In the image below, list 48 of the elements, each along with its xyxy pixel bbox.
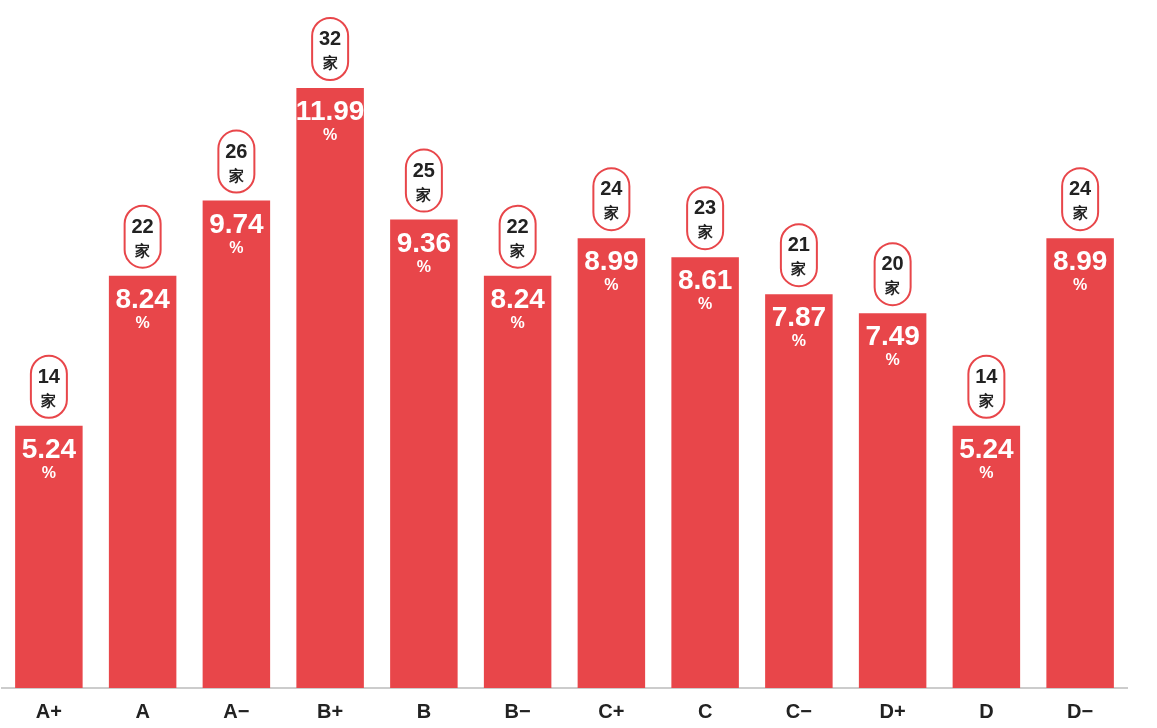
bar: [1046, 238, 1114, 688]
data-label: 9.74%: [209, 207, 265, 256]
annotation: 26家: [225, 139, 248, 184]
annotation: 32家: [319, 27, 342, 71]
annotation: 24家: [600, 177, 624, 222]
annotation: 14家: [975, 364, 999, 409]
annotation: 21家: [787, 233, 810, 278]
data-label: 8.61%: [677, 264, 733, 313]
x-tick-label: D: [979, 699, 994, 722]
x-tick-label: B−: [504, 699, 531, 722]
x-tick-label: D−: [1067, 699, 1094, 722]
bar: [390, 219, 458, 688]
bar: [108, 275, 177, 688]
annotation: 24家: [1069, 177, 1093, 222]
data-label: 8.24%: [115, 282, 171, 331]
bar: [483, 275, 552, 688]
data-label: 5.24%: [959, 432, 1015, 481]
annotation: 22家: [506, 214, 529, 259]
data-label: 5.24%: [21, 432, 77, 481]
annotation: 22家: [131, 214, 154, 259]
data-label: 7.49%: [865, 320, 920, 369]
annotation: 20家: [881, 252, 904, 297]
bar: [202, 200, 271, 688]
x-tick-label: B+: [317, 699, 344, 722]
annotation: 14家: [37, 364, 61, 409]
x-tick-label: D+: [879, 699, 906, 722]
bar: [765, 294, 833, 688]
bar: [952, 425, 1021, 688]
bar: [858, 313, 927, 688]
bar: [15, 425, 83, 688]
x-tick-label: C+: [598, 699, 625, 722]
data-label: 8.99%: [1052, 245, 1108, 294]
x-tick-label: C−: [785, 699, 812, 722]
x-tick-label: C: [697, 699, 713, 722]
bar: [296, 88, 364, 688]
x-tick-label: A−: [223, 699, 250, 722]
annotation: 23家: [694, 196, 717, 241]
data-label: 11.99%: [295, 95, 365, 143]
annotation: 25家: [412, 158, 435, 203]
x-tick-label: A: [135, 699, 150, 722]
data-label: 8.24%: [490, 282, 546, 331]
bar: [671, 257, 739, 688]
data-label: 7.87%: [771, 301, 827, 350]
x-tick-label: B: [416, 699, 432, 722]
x-tick-label: A+: [35, 699, 62, 722]
bar: [577, 238, 646, 688]
data-label: 9.36%: [396, 226, 452, 275]
data-label: 8.99%: [584, 245, 639, 294]
